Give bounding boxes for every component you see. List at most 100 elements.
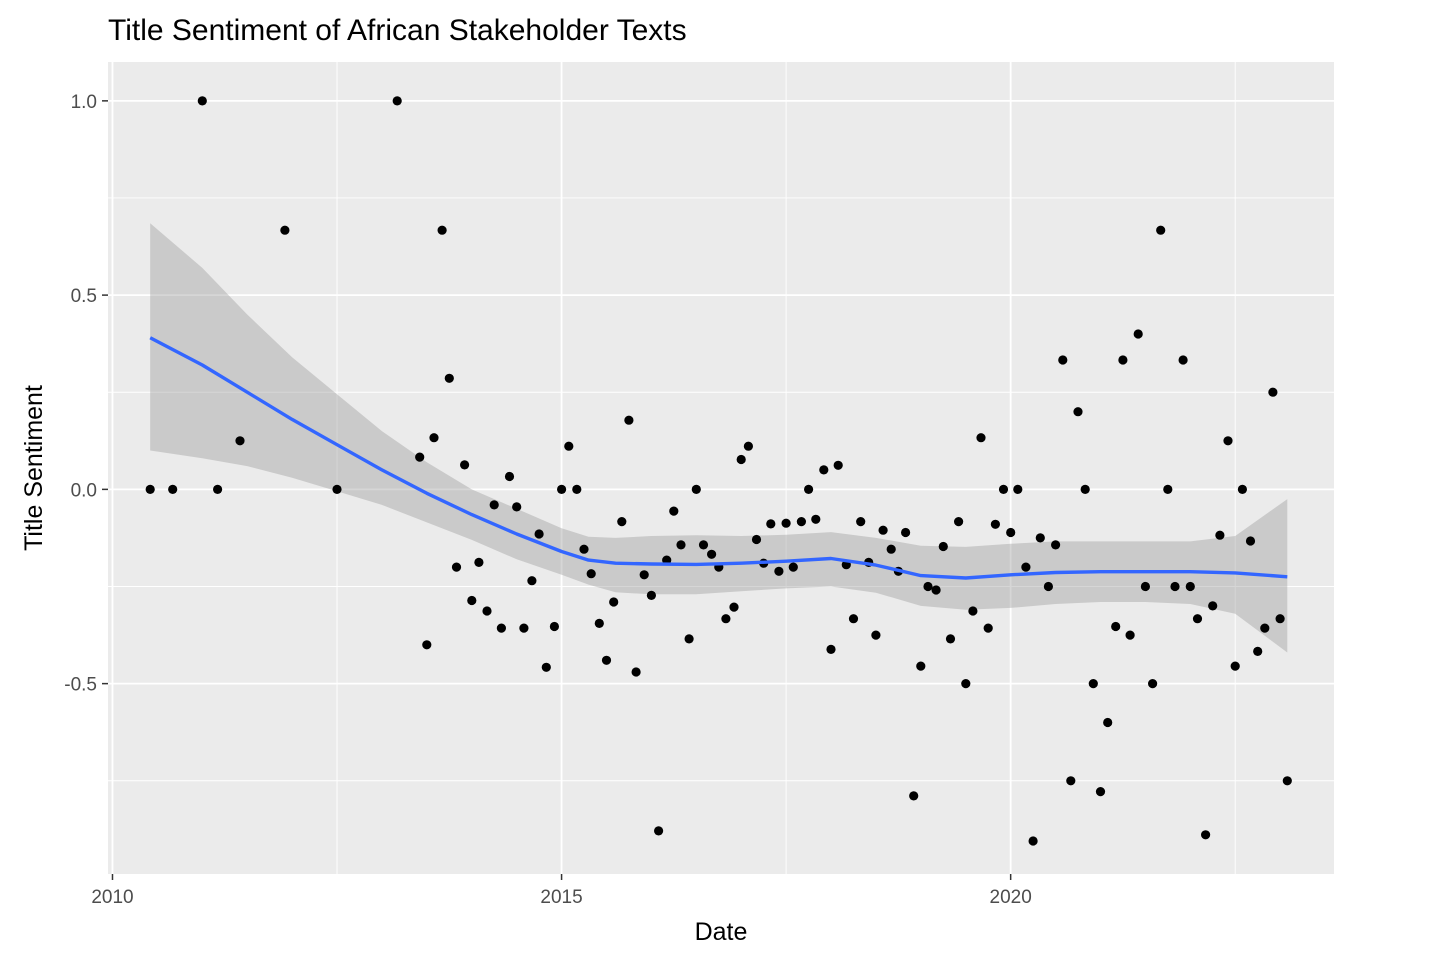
data-point [534, 529, 544, 539]
confidence-ribbon [150, 223, 1288, 653]
data-point [631, 667, 641, 677]
data-point [1215, 530, 1225, 540]
data-point [541, 662, 551, 672]
data-point [1282, 776, 1292, 786]
data-point [617, 517, 627, 527]
data-point [676, 540, 686, 550]
data-point [1095, 787, 1106, 797]
data-point [1035, 533, 1045, 543]
data-point [1201, 830, 1211, 840]
data-point [1088, 679, 1098, 689]
data-point [197, 96, 207, 106]
data-point [609, 597, 619, 607]
smooth-trend-line [149, 336, 1288, 580]
data-point [1125, 630, 1135, 640]
data-point [961, 679, 971, 689]
data-point [451, 562, 462, 572]
data-point [990, 519, 1001, 529]
data-point [474, 557, 484, 568]
data-point [954, 517, 964, 527]
data-point [624, 415, 634, 425]
data-point [698, 540, 709, 550]
data-point [909, 791, 919, 801]
data-point [788, 562, 798, 572]
data-point [564, 441, 574, 451]
data-point [1111, 621, 1121, 632]
data-point [1185, 581, 1195, 592]
data-point [235, 436, 245, 446]
y-tick-label: -0.5 [64, 675, 97, 696]
data-point [804, 484, 814, 494]
data-point [916, 661, 926, 671]
data-point [467, 595, 477, 606]
data-point [415, 452, 425, 462]
data-point [527, 576, 537, 586]
data-point [721, 614, 731, 624]
data-point [1051, 540, 1061, 550]
data-point [819, 465, 829, 475]
data-point [646, 590, 657, 601]
y-axis-ticks: 1.0 0.5 0.0 -0.5 [64, 92, 108, 696]
data-point [751, 534, 762, 545]
data-point [1073, 407, 1083, 417]
data-point [1013, 484, 1023, 494]
data-point [743, 441, 754, 451]
data-point [1148, 679, 1158, 689]
x-axis-ticks: 2010 2015 2020 [91, 874, 1032, 908]
data-point [392, 96, 402, 106]
data-point [1080, 484, 1090, 494]
data-point [1237, 484, 1247, 494]
data-point [572, 484, 582, 494]
data-point [931, 585, 941, 595]
data-point [1208, 601, 1218, 611]
data-point [976, 433, 986, 443]
x-tick-label: 2020 [990, 887, 1032, 908]
data-point [1043, 581, 1053, 592]
data-point [512, 502, 522, 512]
data-point [1192, 614, 1203, 624]
data-point [729, 602, 739, 612]
data-point [557, 484, 567, 494]
data-point [1245, 536, 1256, 546]
data-point [168, 484, 178, 494]
data-point [662, 555, 672, 565]
data-point [886, 544, 896, 554]
data-point [444, 373, 454, 383]
data-point [774, 566, 784, 576]
data-point [1223, 436, 1233, 446]
x-tick-label: 2010 [91, 887, 133, 908]
plot-panel [108, 62, 1334, 874]
data-point [1118, 355, 1128, 365]
y-tick-label: 0.0 [71, 480, 97, 501]
data-point [549, 621, 560, 632]
data-point [280, 225, 290, 235]
data-point [811, 514, 821, 524]
data-point [766, 519, 776, 529]
data-point [594, 618, 604, 629]
data-point [460, 460, 470, 470]
data-point [1163, 484, 1173, 494]
data-point [1021, 562, 1031, 572]
data-point [856, 517, 866, 527]
data-point [848, 614, 859, 624]
data-point [1066, 776, 1076, 786]
grid-major [108, 62, 1334, 874]
data-point [1133, 329, 1143, 339]
data-point [654, 826, 664, 836]
chart-title: Title Sentiment of African Stakeholder T… [108, 14, 687, 47]
data-point [826, 644, 836, 655]
data-point [504, 471, 515, 482]
x-axis-title: Date [695, 918, 748, 946]
data-point [736, 454, 746, 465]
data-point [1028, 836, 1038, 846]
data-point [878, 525, 888, 535]
data-point [213, 484, 223, 494]
grid-minor [108, 62, 1334, 874]
x-tick-label: 2015 [540, 887, 582, 908]
data-point [1253, 646, 1263, 657]
data-point [1170, 581, 1180, 592]
y-tick-label: 1.0 [71, 92, 97, 113]
data-point [332, 484, 342, 494]
data-point [684, 634, 694, 644]
